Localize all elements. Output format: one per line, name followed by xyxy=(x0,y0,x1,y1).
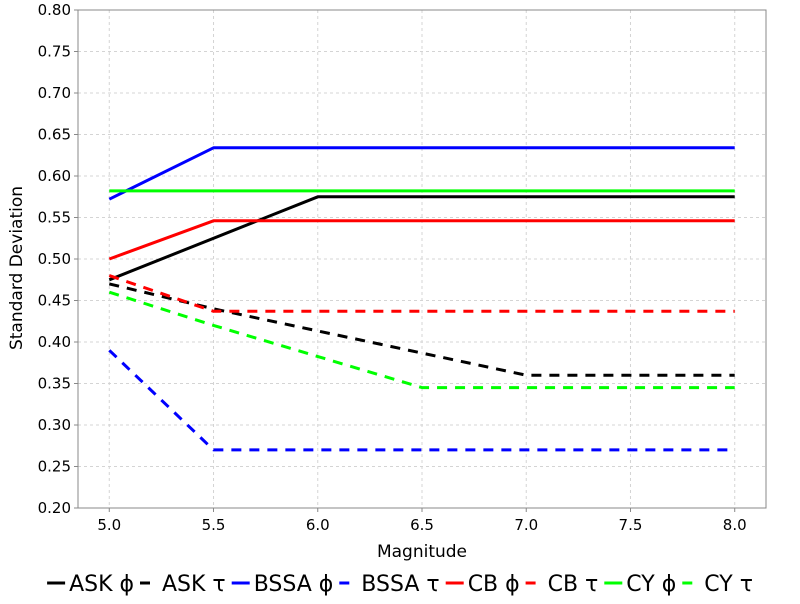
legend-label: ASK ϕ xyxy=(69,572,134,597)
y-tick-label: 0.30 xyxy=(38,416,71,434)
y-tick-label: 0.80 xyxy=(38,1,71,19)
legend-label: BSSA τ xyxy=(361,572,439,597)
legend-label: BSSA ϕ xyxy=(254,572,334,597)
y-tick-label: 0.45 xyxy=(38,292,71,310)
x-axis-title: Magnitude xyxy=(377,542,467,562)
series-line-0 xyxy=(108,195,735,282)
y-tick-label: 0.50 xyxy=(38,250,71,268)
legend-item: CB ϕ xyxy=(445,572,520,597)
y-tick-label: 0.55 xyxy=(38,209,71,227)
y-tick-label: 0.70 xyxy=(38,84,71,102)
x-tick-label: 6.0 xyxy=(306,516,330,534)
legend-item: ASK ϕ xyxy=(47,572,134,597)
series-line-1 xyxy=(108,282,735,377)
series-lines xyxy=(108,146,735,452)
y-tick-label: 0.25 xyxy=(38,458,71,476)
legend-item: ASK τ xyxy=(140,572,226,597)
legend-label: CB ϕ xyxy=(468,572,520,597)
legend-label: CY τ xyxy=(704,572,753,597)
x-tick-label: 5.5 xyxy=(202,516,226,534)
legend-item: CB τ xyxy=(525,572,599,597)
x-tick-label: 8.0 xyxy=(723,516,747,534)
legend-item: CY ϕ xyxy=(604,572,676,597)
legend: ASK ϕ ASK τ BSSA ϕ BSSA τ CB ϕ CB τ CY ϕ CY τ xyxy=(47,572,753,597)
series-line-5 xyxy=(108,274,735,313)
x-axis-ticks: 5.0 5.5 6.0 6.5 7.0 7.5 8.0 xyxy=(97,508,747,534)
series-line-4 xyxy=(108,219,735,261)
y-tick-label: 0.75 xyxy=(38,43,71,61)
x-tick-label: 7.5 xyxy=(619,516,643,534)
y-tick-label: 0.35 xyxy=(38,375,71,393)
y-axis-title: Standard Deviation xyxy=(7,186,27,350)
x-tick-label: 6.5 xyxy=(410,516,434,534)
grid xyxy=(78,9,766,509)
legend-item: CY τ xyxy=(682,572,753,597)
y-tick-label: 0.65 xyxy=(38,126,71,144)
series-line-3 xyxy=(108,349,735,452)
y-tick-label: 0.40 xyxy=(38,333,71,351)
legend-label: ASK τ xyxy=(162,572,226,597)
series-line-2 xyxy=(108,146,735,201)
legend-label: CY ϕ xyxy=(626,572,676,597)
x-tick-label: 7.0 xyxy=(514,516,538,534)
legend-label: CB τ xyxy=(548,572,599,597)
y-tick-label: 0.60 xyxy=(38,167,71,185)
series-line-7 xyxy=(108,290,735,390)
y-axis-ticks: 0.20 0.25 0.30 0.35 0.40 0.45 0.50 0.55 0.60 0.65… xyxy=(38,1,78,517)
y-tick-label: 0.20 xyxy=(38,499,71,517)
legend-item: BSSA τ xyxy=(339,572,440,597)
legend-item: BSSA ϕ xyxy=(231,572,334,597)
x-tick-label: 5.0 xyxy=(97,516,121,534)
